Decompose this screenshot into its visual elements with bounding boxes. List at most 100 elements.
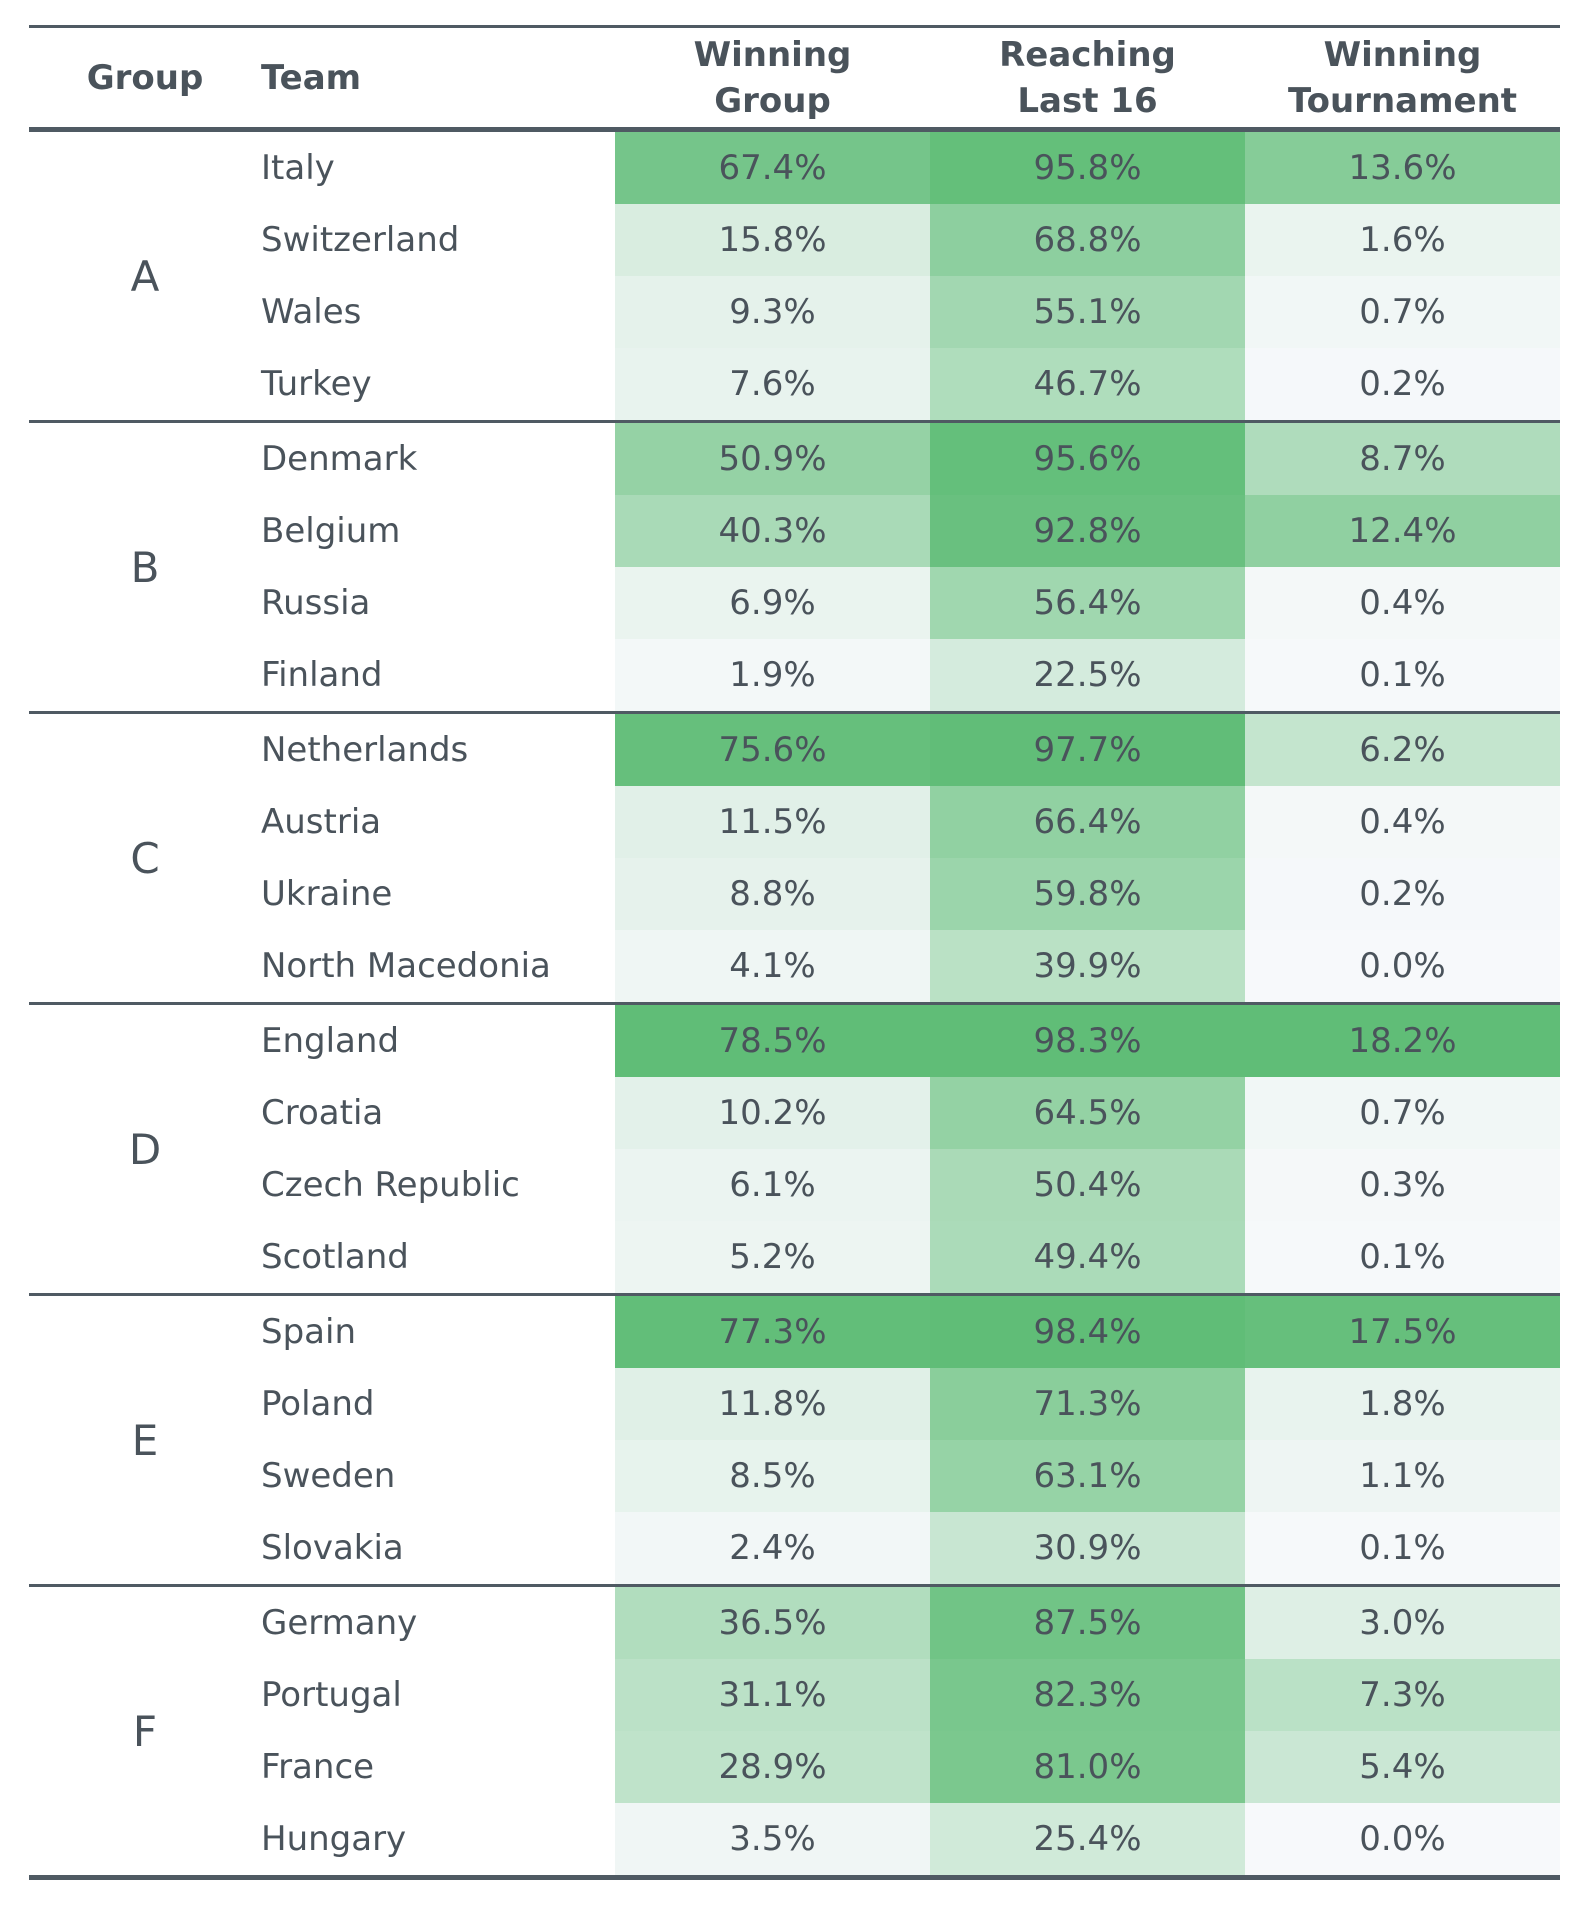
reaching-last-16-cell: 49.4% xyxy=(930,1221,1245,1293)
header-rule xyxy=(29,127,1560,132)
winning-group-cell: 15.8% xyxy=(615,204,930,276)
winning-tournament-cell: 13.6% xyxy=(1245,132,1560,204)
table-row: Netherlands 75.6% 97.7% 6.2% xyxy=(261,714,1560,786)
winning-group-cell: 5.2% xyxy=(615,1221,930,1293)
winning-group-cell: 8.8% xyxy=(615,858,930,930)
team-name: Italy xyxy=(261,148,335,188)
reaching-last-16-cell: 39.9% xyxy=(930,930,1245,1002)
group-label: F xyxy=(132,1706,158,1756)
header-group: Group xyxy=(86,57,204,98)
winning-group-cell: 2.4% xyxy=(615,1512,930,1584)
team-name: Austria xyxy=(261,802,382,842)
team-name: Ukraine xyxy=(261,874,393,914)
winning-tournament-cell: 0.7% xyxy=(1245,1077,1560,1149)
reaching-last-16-cell: 98.3% xyxy=(930,1005,1245,1077)
header-winning-group-line1: Winning xyxy=(693,34,852,75)
header-winning-group-line2: Group xyxy=(714,80,831,121)
team-name: Portugal xyxy=(261,1675,402,1715)
winning-tournament-cell: 17.5% xyxy=(1245,1296,1560,1368)
team-name: Poland xyxy=(261,1384,375,1424)
reaching-last-16-cell: 71.3% xyxy=(930,1368,1245,1440)
winning-tournament-cell: 12.4% xyxy=(1245,495,1560,567)
group-label: A xyxy=(130,251,160,301)
table-top-rule xyxy=(29,25,1560,28)
table-row: Switzerland 15.8% 68.8% 1.6% xyxy=(261,204,1560,276)
reaching-last-16-cell: 25.4% xyxy=(930,1803,1245,1875)
team-name: Spain xyxy=(261,1312,356,1352)
table-row: Denmark 50.9% 95.6% 8.7% xyxy=(261,423,1560,495)
reaching-last-16-cell: 59.8% xyxy=(930,858,1245,930)
winning-group-cell: 8.5% xyxy=(615,1440,930,1512)
winning-group-cell: 67.4% xyxy=(615,132,930,204)
header-reaching-last-16-line2: Last 16 xyxy=(1017,80,1158,121)
table-bottom-rule xyxy=(29,1875,1560,1880)
team-name: Czech Republic xyxy=(261,1165,520,1205)
group-divider xyxy=(29,420,1560,423)
reaching-last-16-cell: 66.4% xyxy=(930,786,1245,858)
team-name: Russia xyxy=(261,583,371,623)
winning-tournament-cell: 0.1% xyxy=(1245,1512,1560,1584)
team-name: Belgium xyxy=(261,511,401,551)
group-block: B Denmark 50.9% 95.6% 8.7% Belgium 40.3% 92.8% 1… xyxy=(29,423,1560,711)
team-name: Wales xyxy=(261,292,362,332)
winning-group-cell: 75.6% xyxy=(615,714,930,786)
reaching-last-16-cell: 98.4% xyxy=(930,1296,1245,1368)
table-row: Scotland 5.2% 49.4% 0.1% xyxy=(261,1221,1560,1293)
group-label: E xyxy=(131,1415,159,1465)
winning-tournament-cell: 0.1% xyxy=(1245,1221,1560,1293)
group-block: F Germany 36.5% 87.5% 3.0% Portugal 31.1% 82.3%… xyxy=(29,1587,1560,1875)
table-row: England 78.5% 98.3% 18.2% xyxy=(261,1005,1560,1077)
header-winning-tournament-line2: Tournament xyxy=(1287,80,1518,121)
team-name: Scotland xyxy=(261,1237,409,1277)
table-row: Portugal 31.1% 82.3% 7.3% xyxy=(261,1659,1560,1731)
winning-tournament-cell: 0.4% xyxy=(1245,567,1560,639)
winning-tournament-cell: 0.4% xyxy=(1245,786,1560,858)
group-block: D England 78.5% 98.3% 18.2% Croatia 10.2% 64.5%… xyxy=(29,1005,1560,1293)
group-block: A Italy 67.4% 95.8% 13.6% Switzerland 15.8% 68.… xyxy=(29,132,1560,420)
table-row: Czech Republic 6.1% 50.4% 0.3% xyxy=(261,1149,1560,1221)
winning-tournament-cell: 0.7% xyxy=(1245,276,1560,348)
winning-group-cell: 11.8% xyxy=(615,1368,930,1440)
table-row: Sweden 8.5% 63.1% 1.1% xyxy=(261,1440,1560,1512)
table-row: Belgium 40.3% 92.8% 12.4% xyxy=(261,495,1560,567)
table-row: Austria 11.5% 66.4% 0.4% xyxy=(261,786,1560,858)
winning-group-cell: 3.5% xyxy=(615,1803,930,1875)
winning-group-cell: 78.5% xyxy=(615,1005,930,1077)
table-row: Germany 36.5% 87.5% 3.0% xyxy=(261,1587,1560,1659)
winning-group-cell: 4.1% xyxy=(615,930,930,1002)
reaching-last-16-cell: 95.6% xyxy=(930,423,1245,495)
winning-group-cell: 10.2% xyxy=(615,1077,930,1149)
reaching-last-16-cell: 22.5% xyxy=(930,639,1245,711)
reaching-last-16-cell: 46.7% xyxy=(930,348,1245,420)
winning-group-cell: 1.9% xyxy=(615,639,930,711)
group-label: D xyxy=(128,1124,162,1174)
group-label: B xyxy=(130,542,160,592)
team-name: Netherlands xyxy=(261,730,469,770)
team-name: Croatia xyxy=(261,1093,384,1133)
table-row: Hungary 3.5% 25.4% 0.0% xyxy=(261,1803,1560,1875)
team-name: Switzerland xyxy=(261,220,460,260)
winning-tournament-cell: 1.1% xyxy=(1245,1440,1560,1512)
winning-group-cell: 7.6% xyxy=(615,348,930,420)
winning-group-cell: 50.9% xyxy=(615,423,930,495)
reaching-last-16-cell: 64.5% xyxy=(930,1077,1245,1149)
winning-group-cell: 6.1% xyxy=(615,1149,930,1221)
table-row: Turkey 7.6% 46.7% 0.2% xyxy=(261,348,1560,420)
reaching-last-16-cell: 87.5% xyxy=(930,1587,1245,1659)
winning-tournament-cell: 0.0% xyxy=(1245,1803,1560,1875)
group-divider xyxy=(29,1293,1560,1296)
table-row: Ukraine 8.8% 59.8% 0.2% xyxy=(261,858,1560,930)
team-name: Sweden xyxy=(261,1456,396,1496)
winning-tournament-cell: 18.2% xyxy=(1245,1005,1560,1077)
winning-group-cell: 40.3% xyxy=(615,495,930,567)
winning-group-cell: 77.3% xyxy=(615,1296,930,1368)
table-row: Finland 1.9% 22.5% 0.1% xyxy=(261,639,1560,711)
winning-tournament-cell: 7.3% xyxy=(1245,1659,1560,1731)
table-row: Poland 11.8% 71.3% 1.8% xyxy=(261,1368,1560,1440)
reaching-last-16-cell: 30.9% xyxy=(930,1512,1245,1584)
team-name: Germany xyxy=(261,1603,418,1643)
winning-group-cell: 31.1% xyxy=(615,1659,930,1731)
winning-tournament-cell: 6.2% xyxy=(1245,714,1560,786)
team-name: Turkey xyxy=(261,364,372,404)
winning-tournament-cell: 0.1% xyxy=(1245,639,1560,711)
